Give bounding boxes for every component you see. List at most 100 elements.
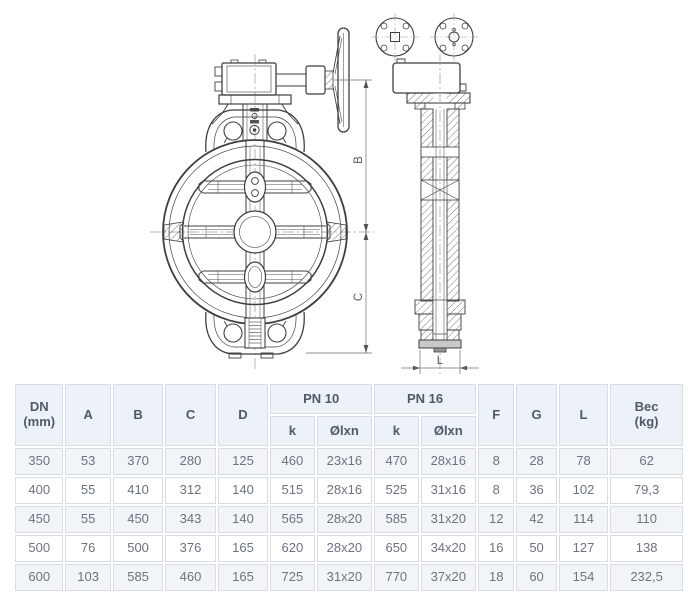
col-header-dn: DN (mm) (15, 384, 64, 446)
table-cell: 450 (112, 506, 164, 533)
table-cell: 23x16 (316, 448, 373, 475)
table-cell: 102 (558, 477, 609, 504)
table-cell: 28x20 (316, 535, 373, 562)
gearbox-side (392, 58, 467, 94)
bottom-lugs (205, 311, 305, 359)
table-cell: 280 (165, 448, 216, 475)
table-cell: 8 (478, 477, 515, 504)
table-cell: 650 (374, 535, 419, 562)
table-cell: 410 (112, 477, 164, 504)
table-cell: 140 (217, 506, 269, 533)
table-cell: 140 (217, 477, 269, 504)
table-cell: 165 (217, 564, 269, 591)
table-cell: 165 (217, 535, 269, 562)
table-cell: 515 (270, 477, 315, 504)
spec-table-body: 350 53 370 280 125 460 23x16 470 28x16 8 28 78 62 400… (15, 448, 683, 591)
table-cell: 55 (65, 506, 111, 533)
col-header-f: F (478, 384, 515, 446)
table-row: 350 53 370 280 125 460 23x16 470 28x16 8 28 78 62 (15, 448, 683, 475)
bottom-boss-section (414, 299, 466, 353)
table-cell: 42 (516, 506, 557, 533)
col-header-pn10: PN 10 (270, 384, 373, 414)
table-row: 500 76 500 376 165 620 28x20 650 34x20 16 50 127 138 (15, 535, 683, 562)
dim-label-b: B (353, 156, 365, 164)
table-cell: 525 (374, 477, 419, 504)
col-header-bec-line1: Bec (634, 399, 659, 415)
col-header-d: D (217, 384, 269, 446)
col-header-dn-line2: (mm) (23, 414, 56, 429)
table-cell: 620 (270, 535, 315, 562)
spec-table-container: DN (mm) A B C D PN 10 PN 16 F G L Bec (k… (13, 382, 687, 593)
table-cell: 565 (270, 506, 315, 533)
col-header-pn10-olxn: Ølxn (316, 416, 373, 446)
table-cell: 110 (610, 506, 683, 533)
table-cell: 460 (165, 564, 216, 591)
table-cell: 31x20 (420, 506, 477, 533)
table-cell: 770 (374, 564, 419, 591)
dimension-l (401, 350, 479, 374)
front-view: B C (150, 27, 374, 372)
table-cell: 600 (15, 564, 64, 591)
table-cell: 460 (270, 448, 315, 475)
valve-technical-drawing: B C (150, 13, 479, 374)
table-cell: 76 (65, 535, 111, 562)
col-header-dn-line1: DN (29, 399, 49, 415)
table-cell: 78 (558, 448, 609, 475)
col-header-pn16: PN 16 (374, 384, 477, 414)
top-lugs (205, 109, 305, 153)
table-cell: 232,5 (610, 564, 683, 591)
table-cell: 28 (516, 448, 557, 475)
table-cell: 62 (610, 448, 683, 475)
table-cell: 28x16 (316, 477, 373, 504)
spec-table: DN (mm) A B C D PN 10 PN 16 F G L Bec (k… (13, 382, 685, 593)
table-cell: 138 (610, 535, 683, 562)
table-cell: 28x20 (316, 506, 373, 533)
table-cell: 28x16 (420, 448, 477, 475)
col-header-pn10-k: k (270, 416, 315, 446)
col-header-c: C (165, 384, 216, 446)
table-cell: 585 (112, 564, 164, 591)
table-cell: 500 (112, 535, 164, 562)
table-cell: 103 (65, 564, 111, 591)
col-header-l: L (558, 384, 609, 446)
table-cell: 31x16 (420, 477, 477, 504)
col-header-bec: Bec (kg) (610, 384, 683, 446)
spec-table-header: DN (mm) A B C D PN 10 PN 16 F G L Bec (k… (15, 384, 683, 446)
table-cell: 343 (165, 506, 216, 533)
table-cell: 450 (15, 506, 64, 533)
col-header-g: G (516, 384, 557, 446)
table-cell: 500 (15, 535, 64, 562)
col-header-bec-line2: (kg) (634, 414, 659, 429)
table-cell: 376 (165, 535, 216, 562)
dimension-bc (306, 79, 372, 354)
table-cell: 31x20 (316, 564, 373, 591)
rib-ring-bulges (163, 221, 347, 243)
table-cell: 60 (516, 564, 557, 591)
table-cell: 470 (374, 448, 419, 475)
table-cell: 400 (15, 477, 64, 504)
dim-label-l: L (437, 355, 444, 367)
table-cell: 127 (558, 535, 609, 562)
table-cell: 18 (478, 564, 515, 591)
dim-label-c: C (353, 293, 365, 301)
table-cell: 154 (558, 564, 609, 591)
table-cell: 53 (65, 448, 111, 475)
table-cell: 8 (478, 448, 515, 475)
table-cell: 312 (165, 477, 216, 504)
table-cell: 114 (558, 506, 609, 533)
table-cell: 370 (112, 448, 164, 475)
table-cell: 50 (516, 535, 557, 562)
gearbox-front (214, 59, 277, 96)
table-cell: 34x20 (420, 535, 477, 562)
col-header-a: A (65, 384, 111, 446)
flange-plan-left (371, 13, 419, 61)
flange-plan-right (430, 13, 478, 61)
table-cell: 350 (15, 448, 64, 475)
table-cell: 125 (217, 448, 269, 475)
table-cell: 79,3 (610, 477, 683, 504)
table-cell: 36 (516, 477, 557, 504)
col-header-pn16-k: k (374, 416, 419, 446)
col-header-b: B (112, 384, 164, 446)
side-view: L (371, 13, 479, 374)
table-cell: 12 (478, 506, 515, 533)
